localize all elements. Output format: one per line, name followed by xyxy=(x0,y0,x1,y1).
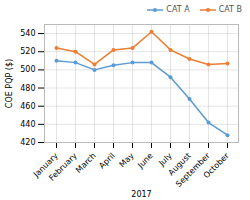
html-text:CAT B: CAT B xyxy=(218,5,242,14)
svg-text:2017: 2017 xyxy=(131,190,151,199)
svg-text:460: 460 xyxy=(20,102,35,111)
svg-text:September: September xyxy=(174,151,212,189)
svg-text:March: March xyxy=(74,151,98,175)
svg-text:October: October xyxy=(202,151,232,181)
svg-text:500: 500 xyxy=(20,65,35,74)
svg-text:January: January xyxy=(31,151,60,179)
svg-text:February: February xyxy=(47,151,79,183)
svg-text:April: April xyxy=(97,151,116,170)
svg-text:520: 520 xyxy=(20,47,35,56)
svg-text:May: May xyxy=(118,151,136,169)
svg-text:420: 420 xyxy=(20,138,35,147)
svg-text:August: August xyxy=(166,151,193,178)
svg-text:July: July xyxy=(157,151,174,168)
svg-text:440: 440 xyxy=(20,120,35,129)
svg-text:June: June xyxy=(135,151,154,170)
svg-text:540: 540 xyxy=(20,29,35,38)
html-text:CAT A: CAT A xyxy=(166,5,190,14)
svg-text:480: 480 xyxy=(20,84,35,93)
svg-text:COE PQP ($): COE PQP ($) xyxy=(5,59,14,108)
